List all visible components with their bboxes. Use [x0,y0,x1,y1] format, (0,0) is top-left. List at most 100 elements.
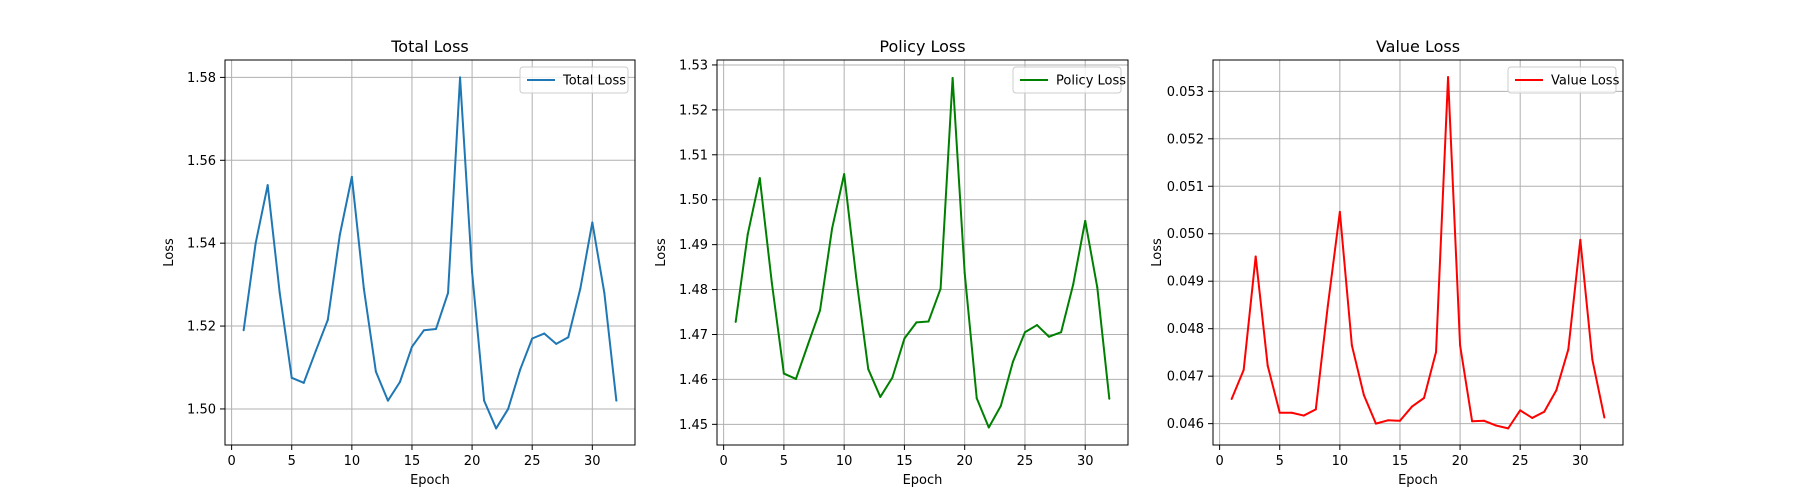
data-point [1072,283,1075,286]
data-point [1386,419,1389,422]
data-point [1108,397,1111,400]
y-tick-label: 1.46 [679,373,708,388]
data-point [519,368,522,371]
data-point [495,427,498,430]
data-point [794,377,797,380]
data-point [1254,255,1257,258]
data-point [1036,324,1039,327]
data-point [555,342,558,345]
data-point [1302,414,1305,417]
data-point [591,221,594,224]
data-point [1011,360,1014,363]
data-point [819,309,822,312]
data-point [447,291,450,294]
series-line [1230,76,1606,430]
y-tick-label: 0.050 [1167,227,1204,242]
x-tick-label: 20 [956,454,973,469]
x-tick-label: 15 [1392,454,1409,469]
x-tick-label: 0 [719,454,727,469]
data-point [758,177,761,180]
y-tick-label: 0.046 [1167,417,1204,432]
legend: Total Loss [519,66,629,94]
value-loss-panel: 0 5 10 15 20 25 30 0.0460.0470.0480.0490.0500.… [1150,37,1624,488]
legend-label: Policy Loss [1056,74,1126,89]
x-tick-label: 0 [227,454,235,469]
data-point [338,233,341,236]
data-point [1023,331,1026,334]
data-point [806,343,809,346]
data-point [963,271,966,274]
x-tick-label: 5 [288,454,296,469]
y-tick-label: 1.58 [187,71,216,86]
y-tick-label: 1.49 [679,238,708,253]
series-layer [1230,76,1606,430]
data-point [1290,411,1293,414]
data-point [1555,389,1558,392]
data-point [410,345,413,348]
y-tick-label: 0.051 [1167,180,1204,195]
x-tick-label: 5 [1276,454,1284,469]
legend-box [519,66,629,94]
y-axis-label: Loss [162,238,177,267]
data-point [1423,397,1426,400]
data-point [1338,210,1341,213]
legend: Value Loss [1507,66,1620,94]
x-tick-label: 15 [404,454,421,469]
data-point [1591,358,1594,361]
legend-label: Total Loss [562,74,626,89]
x-ticks: 0 5 10 15 20 25 30 [719,445,1093,469]
data-point [1459,344,1462,347]
data-point [1084,219,1087,222]
x-tick-label: 10 [1332,454,1349,469]
y-axis-label: Loss [1150,238,1165,267]
total-loss-panel: 0 5 10 15 20 25 30 1.50 1.52 1.54 1.56 1.58 Total … [162,37,636,488]
data-point [843,173,846,176]
x-tick-label: 25 [1512,454,1529,469]
data-point [782,372,785,375]
data-point [471,271,474,274]
x-tick-label: 0 [1215,454,1223,469]
y-tick-label: 0.053 [1167,85,1204,100]
series-line [242,76,618,430]
series-layer [242,76,618,430]
plot-area [717,60,1128,445]
y-tick-label: 1.53 [679,58,708,73]
legend-box [1507,66,1617,94]
data-point [1326,304,1329,307]
y-tick-label: 1.45 [679,418,708,433]
data-point [1410,405,1413,408]
data-point [927,320,930,323]
y-tick-label: 1.56 [187,154,216,169]
x-tick-label: 30 [1572,454,1589,469]
data-point [903,337,906,340]
grid [717,60,1128,445]
chart-title: Total Loss [390,37,469,56]
y-ticks: 1.45 1.46 1.47 1.48 1.49 1.50 1.51 1.52 1.53 [679,58,717,433]
data-point [867,368,870,371]
data-point [567,336,570,339]
data-point [1543,410,1546,413]
data-point [1471,420,1474,423]
data-point [879,395,882,398]
series-line [734,76,1111,429]
y-tick-label: 1.50 [679,193,708,208]
data-point [999,404,1002,407]
data-point [1362,394,1365,397]
data-point [1447,76,1450,79]
data-point [975,397,978,400]
grid [225,60,635,445]
y-tick-label: 1.52 [187,320,216,335]
data-point [290,376,293,379]
data-point [1531,416,1534,419]
data-point [615,399,618,402]
data-point [543,332,546,335]
data-point [507,407,510,410]
x-tick-label: 30 [1077,454,1094,469]
data-point [1483,419,1486,422]
data-point [891,376,894,379]
y-tick-label: 0.047 [1167,370,1204,385]
data-point [242,329,245,332]
data-point [386,399,389,402]
y-tick-label: 1.50 [187,402,216,417]
